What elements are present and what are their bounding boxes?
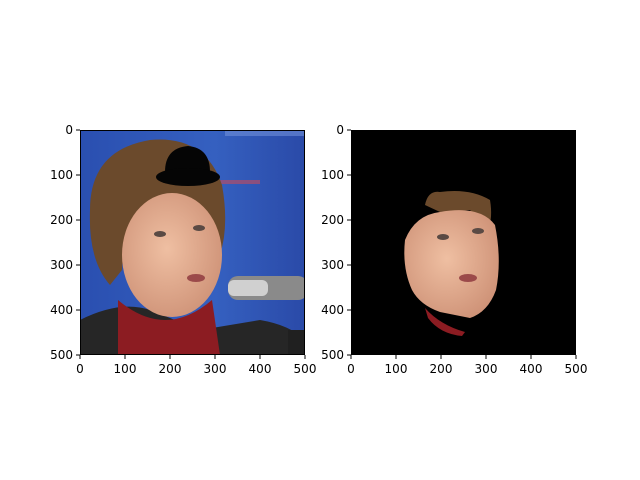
x-tick-label: 300: [475, 362, 498, 376]
x-tick-label: 500: [294, 362, 317, 376]
hat-crown-shape: [165, 146, 210, 172]
x-tick-label: 0: [347, 362, 355, 376]
y-tick-label: 100: [321, 168, 344, 182]
eye-shape: [154, 231, 166, 237]
right-image-panel: [351, 130, 576, 355]
segmented-sweater-shape: [425, 308, 465, 336]
y-tick-label: 0: [336, 123, 344, 137]
x-tick-label: 300: [204, 362, 227, 376]
face-shape: [122, 193, 222, 317]
x-tick-label: 500: [565, 362, 588, 376]
sweater-shape: [118, 300, 220, 355]
y-tick-label: 400: [321, 303, 344, 317]
y-tick-label: 500: [321, 348, 344, 362]
x-tick-label: 400: [520, 362, 543, 376]
x-tick-label: 100: [114, 362, 137, 376]
right-axes-frame: [351, 130, 576, 355]
y-tick-label: 100: [50, 168, 73, 182]
eye-shape: [193, 225, 205, 231]
segmented-face-shape: [404, 210, 499, 318]
x-tick-label: 0: [76, 362, 84, 376]
y-tick-label: 200: [321, 213, 344, 227]
y-tick-label: 300: [50, 258, 73, 272]
y-tick-label: 300: [321, 258, 344, 272]
hat-brim-shape: [156, 168, 220, 186]
mouth-shape: [187, 274, 205, 282]
x-tick-label: 200: [430, 362, 453, 376]
y-tick-label: 500: [50, 348, 73, 362]
y-tick-label: 0: [65, 123, 73, 137]
y-tick-label: 200: [50, 213, 73, 227]
x-tick-label: 200: [159, 362, 182, 376]
y-tick-label: 400: [50, 303, 73, 317]
left-image-panel: [80, 130, 305, 355]
left-axes-frame: [80, 130, 305, 355]
x-tick-label: 100: [385, 362, 408, 376]
x-tick-label: 400: [249, 362, 272, 376]
